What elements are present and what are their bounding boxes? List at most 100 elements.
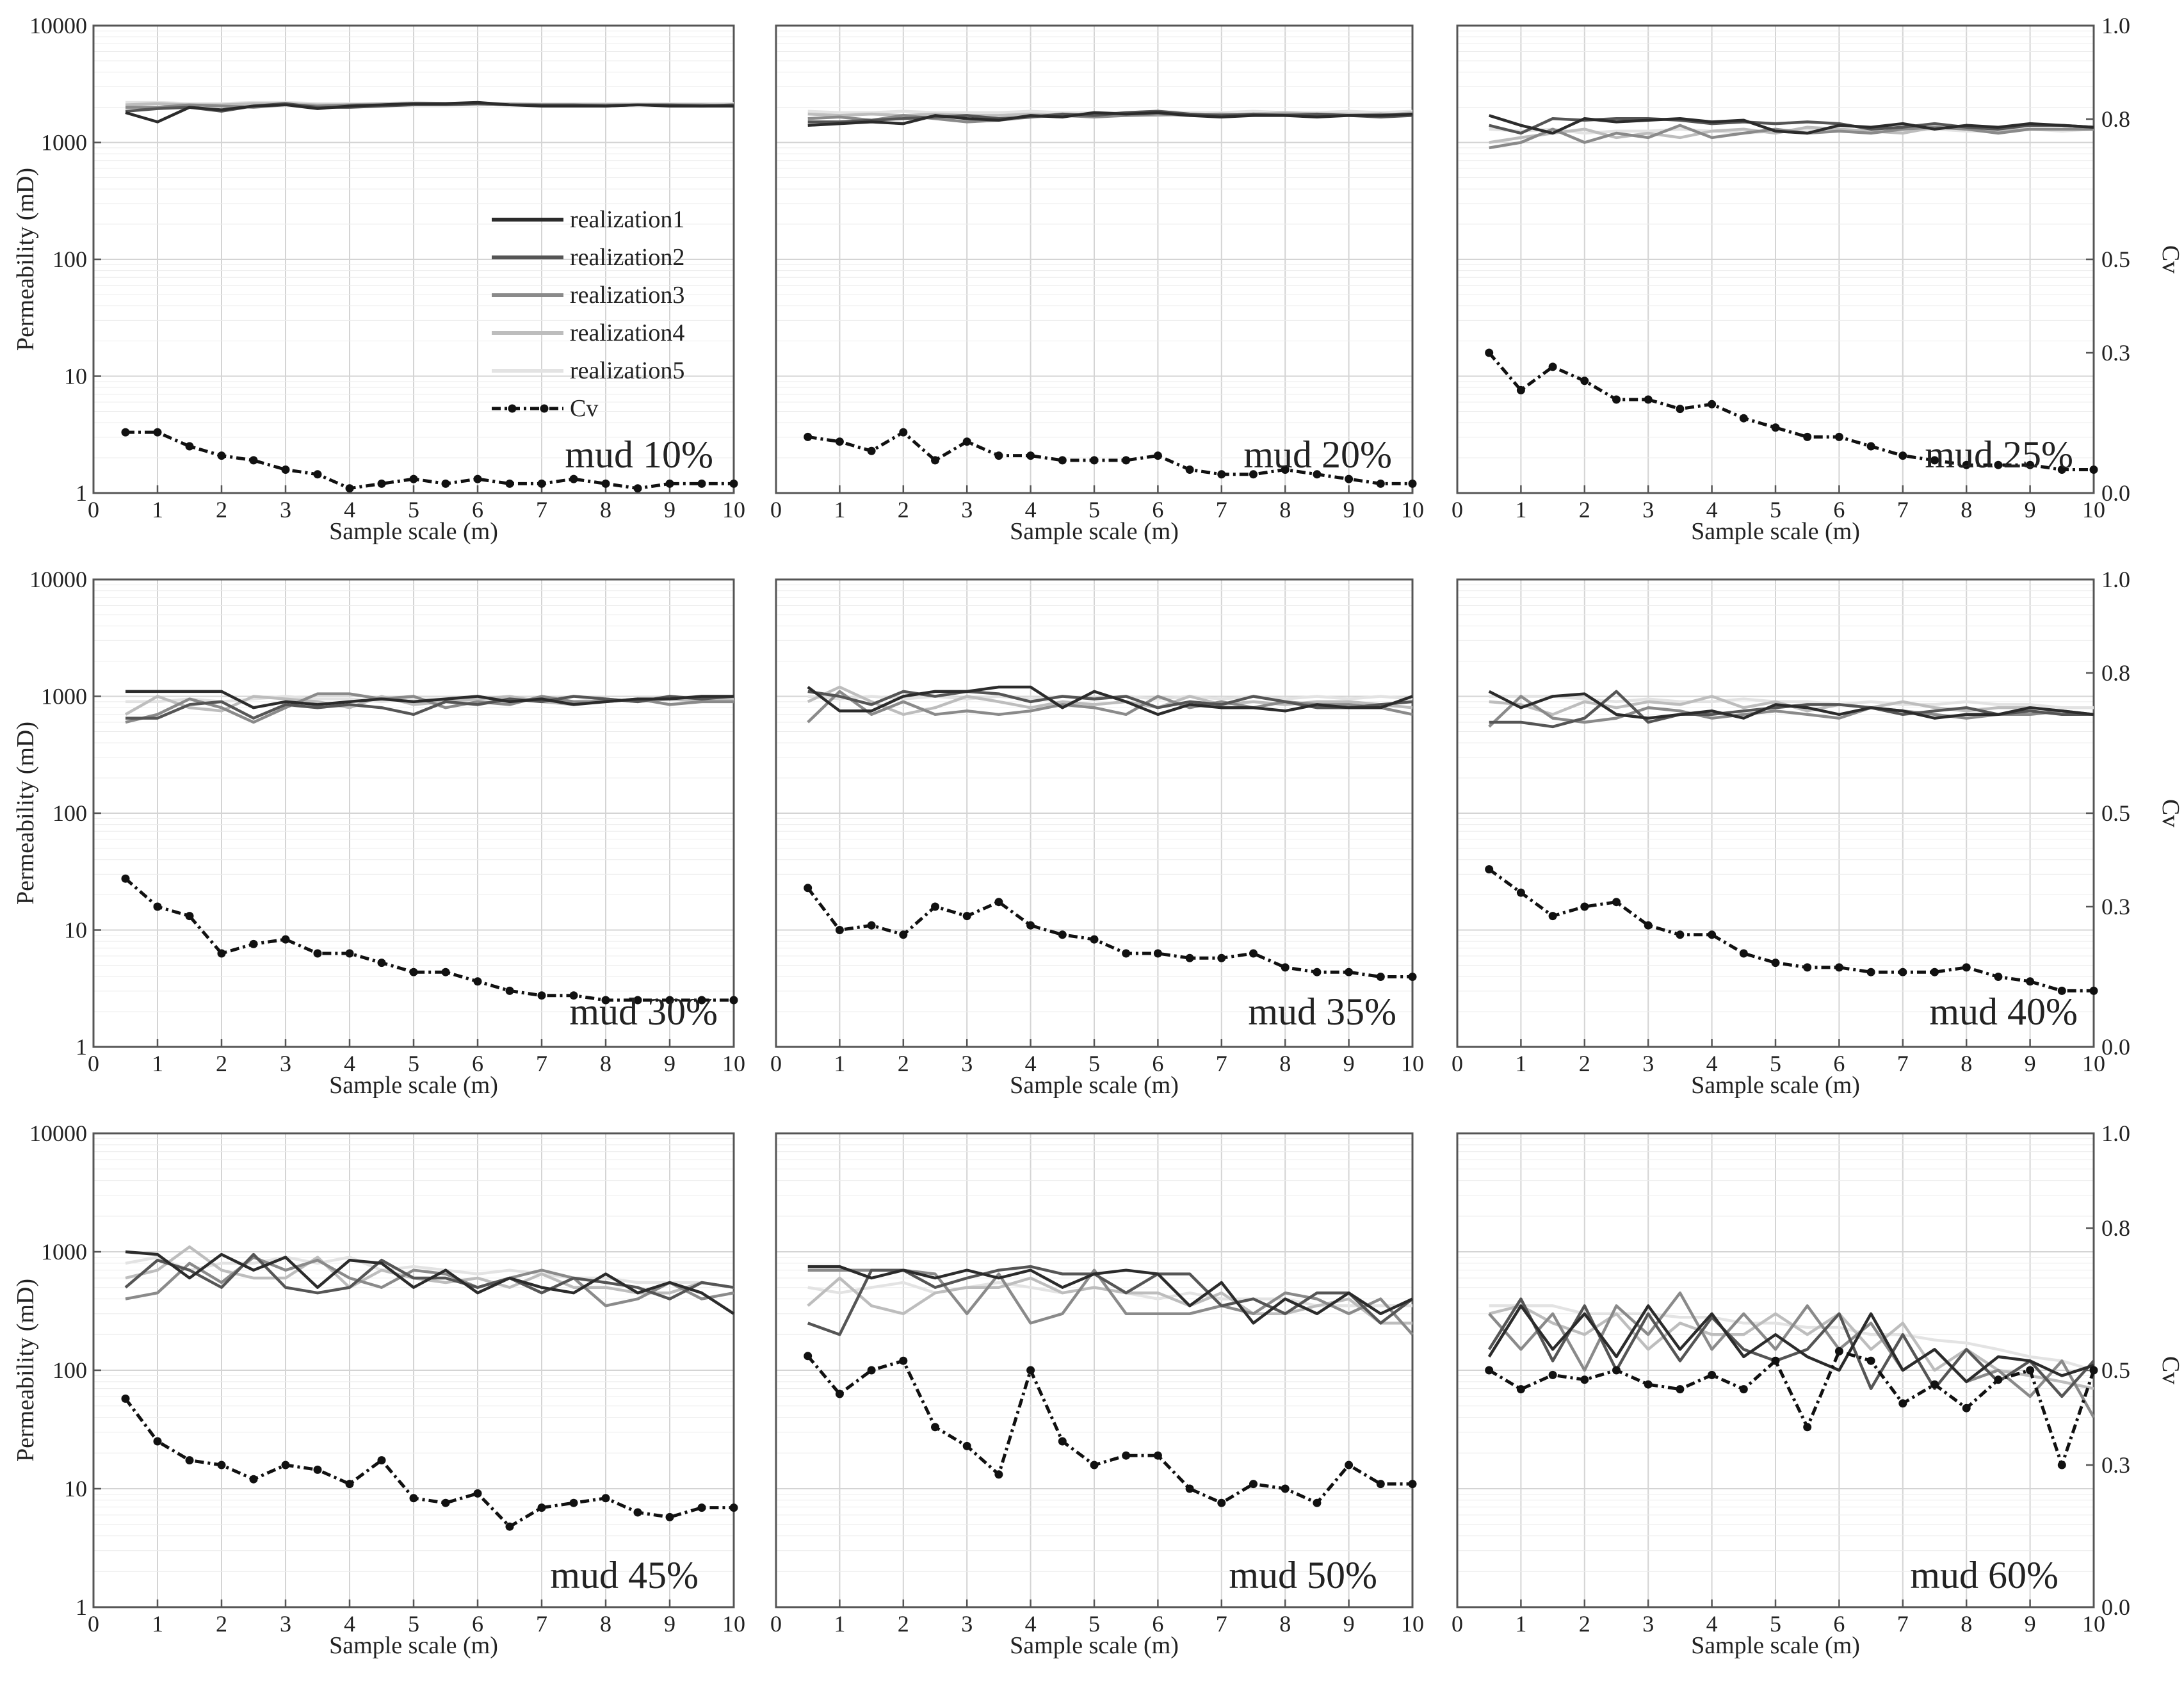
cv-point bbox=[1485, 865, 1494, 874]
cv-point bbox=[1026, 451, 1035, 460]
cv-point bbox=[1185, 953, 1194, 962]
cv-point bbox=[1866, 967, 1875, 976]
cv-point bbox=[377, 479, 386, 488]
legend-marker-cv bbox=[540, 404, 549, 413]
cv-point bbox=[1217, 953, 1226, 962]
cv-point bbox=[1676, 930, 1685, 939]
x-tick-label: 8 bbox=[600, 1051, 611, 1076]
x-tick-label: 0 bbox=[770, 497, 782, 522]
y2-tick-label: 1.0 bbox=[2101, 13, 2130, 38]
cv-point bbox=[1612, 395, 1621, 404]
cv-point bbox=[1803, 963, 1812, 972]
x-tick-label: 3 bbox=[1642, 1611, 1654, 1637]
cv-point bbox=[281, 1461, 290, 1469]
x-tick-label: 8 bbox=[1279, 497, 1291, 522]
x-tick-label: 10 bbox=[2082, 1611, 2105, 1637]
cv-point bbox=[185, 912, 194, 921]
series-line-realization3 bbox=[807, 1268, 1414, 1336]
y-tick-label: 1 bbox=[76, 1034, 87, 1060]
panel-label: mud 45% bbox=[550, 1554, 699, 1596]
cv-point bbox=[994, 1470, 1003, 1479]
cv-point bbox=[633, 996, 642, 1005]
cv-point bbox=[931, 1423, 939, 1432]
cv-point bbox=[1898, 1399, 1907, 1408]
y-tick-label: 10 bbox=[64, 918, 87, 943]
cv-point bbox=[121, 1394, 130, 1403]
cv-point bbox=[665, 996, 674, 1005]
cv-point bbox=[1962, 1404, 1971, 1413]
cv-point bbox=[1217, 1498, 1226, 1507]
cv-point bbox=[281, 935, 290, 944]
cv-point bbox=[1090, 456, 1099, 465]
series-line-realization3 bbox=[1488, 1291, 2095, 1418]
series-line-realization2 bbox=[125, 695, 734, 720]
cv-point bbox=[2057, 466, 2066, 474]
cv-point bbox=[931, 456, 939, 465]
cv-point bbox=[1122, 1451, 1131, 1460]
cv-point bbox=[1962, 460, 1971, 469]
y2-tick-label: 0.3 bbox=[2101, 894, 2130, 919]
legend-label-realization2: realization2 bbox=[570, 244, 684, 271]
series-line-realization1 bbox=[1487, 1304, 2094, 1384]
x-tick-label: 2 bbox=[898, 1611, 909, 1637]
cv-point bbox=[729, 996, 738, 1005]
cv-point bbox=[867, 446, 876, 455]
cv-point bbox=[569, 474, 578, 483]
x-tick-label: 3 bbox=[280, 1051, 291, 1076]
panel-label: mud 60% bbox=[1910, 1554, 2059, 1596]
cv-point bbox=[313, 949, 322, 958]
x-tick-label: 0 bbox=[1452, 497, 1463, 522]
series-line-realization2 bbox=[1487, 1297, 2095, 1398]
y-axis-label: Permeability (mD) bbox=[12, 722, 39, 905]
cv-point bbox=[1580, 902, 1589, 911]
cv-point bbox=[1962, 963, 1971, 972]
y2-tick-label: 0.8 bbox=[2101, 1215, 2130, 1241]
cv-point bbox=[1739, 414, 1748, 423]
x-tick-label: 9 bbox=[1343, 1051, 1355, 1076]
x-tick-label: 7 bbox=[1216, 1051, 1227, 1076]
x-tick-label: 9 bbox=[664, 1051, 675, 1076]
panel-label: mud 35% bbox=[1248, 991, 1396, 1033]
series-line-cv bbox=[124, 1397, 734, 1528]
panel-mud-25: 0 1 2 3 4 5 6 7 8 9 10 Sample scale (m) 0.0 0.3 0.5 0.8… bbox=[1452, 13, 2184, 545]
cv-point bbox=[441, 479, 450, 488]
cv-point bbox=[2089, 466, 2098, 474]
legend-label-realization3: realization3 bbox=[570, 282, 684, 309]
legend: realization1 realization2 realization3 real… bbox=[492, 206, 684, 422]
cv-point bbox=[1708, 930, 1717, 939]
x-tick-label: 8 bbox=[1961, 497, 1972, 522]
cv-point bbox=[665, 479, 674, 488]
cv-point bbox=[867, 1366, 876, 1375]
cv-point bbox=[1994, 973, 2003, 981]
cv-point bbox=[217, 451, 226, 460]
series-line-cv bbox=[1487, 352, 2094, 471]
x-axis-label: Sample scale (m) bbox=[1691, 1632, 1860, 1659]
x-tick-label: 1 bbox=[1515, 497, 1526, 522]
x-tick-label: 2 bbox=[898, 1051, 909, 1076]
y-tick-label: 1 bbox=[76, 480, 87, 506]
cv-point bbox=[601, 996, 610, 1005]
cv-point bbox=[569, 991, 578, 1000]
cv-point bbox=[1408, 479, 1417, 488]
series-line-cv bbox=[806, 887, 1412, 978]
cv-point bbox=[153, 1437, 162, 1446]
legend-label-realization1: realization1 bbox=[570, 206, 684, 233]
x-tick-label: 6 bbox=[1833, 1611, 1845, 1637]
x-tick-label: 5 bbox=[1770, 1611, 1781, 1637]
cv-point bbox=[185, 442, 194, 451]
cv-point bbox=[1834, 432, 1843, 441]
cv-point bbox=[377, 959, 386, 967]
x-tick-label: 8 bbox=[600, 497, 611, 522]
y-tick-label: 1000 bbox=[41, 684, 87, 709]
cv-point bbox=[1612, 1366, 1621, 1375]
x-tick-label: 0 bbox=[88, 497, 99, 522]
cv-point bbox=[1930, 967, 1939, 976]
x-tick-label: 3 bbox=[961, 497, 973, 522]
cv-point bbox=[1345, 1461, 1354, 1469]
panel-label: mud 25% bbox=[1925, 433, 2073, 476]
x-tick-label: 0 bbox=[88, 1611, 99, 1637]
series-line-cv bbox=[125, 430, 734, 490]
x-tick-label: 7 bbox=[536, 1051, 547, 1076]
